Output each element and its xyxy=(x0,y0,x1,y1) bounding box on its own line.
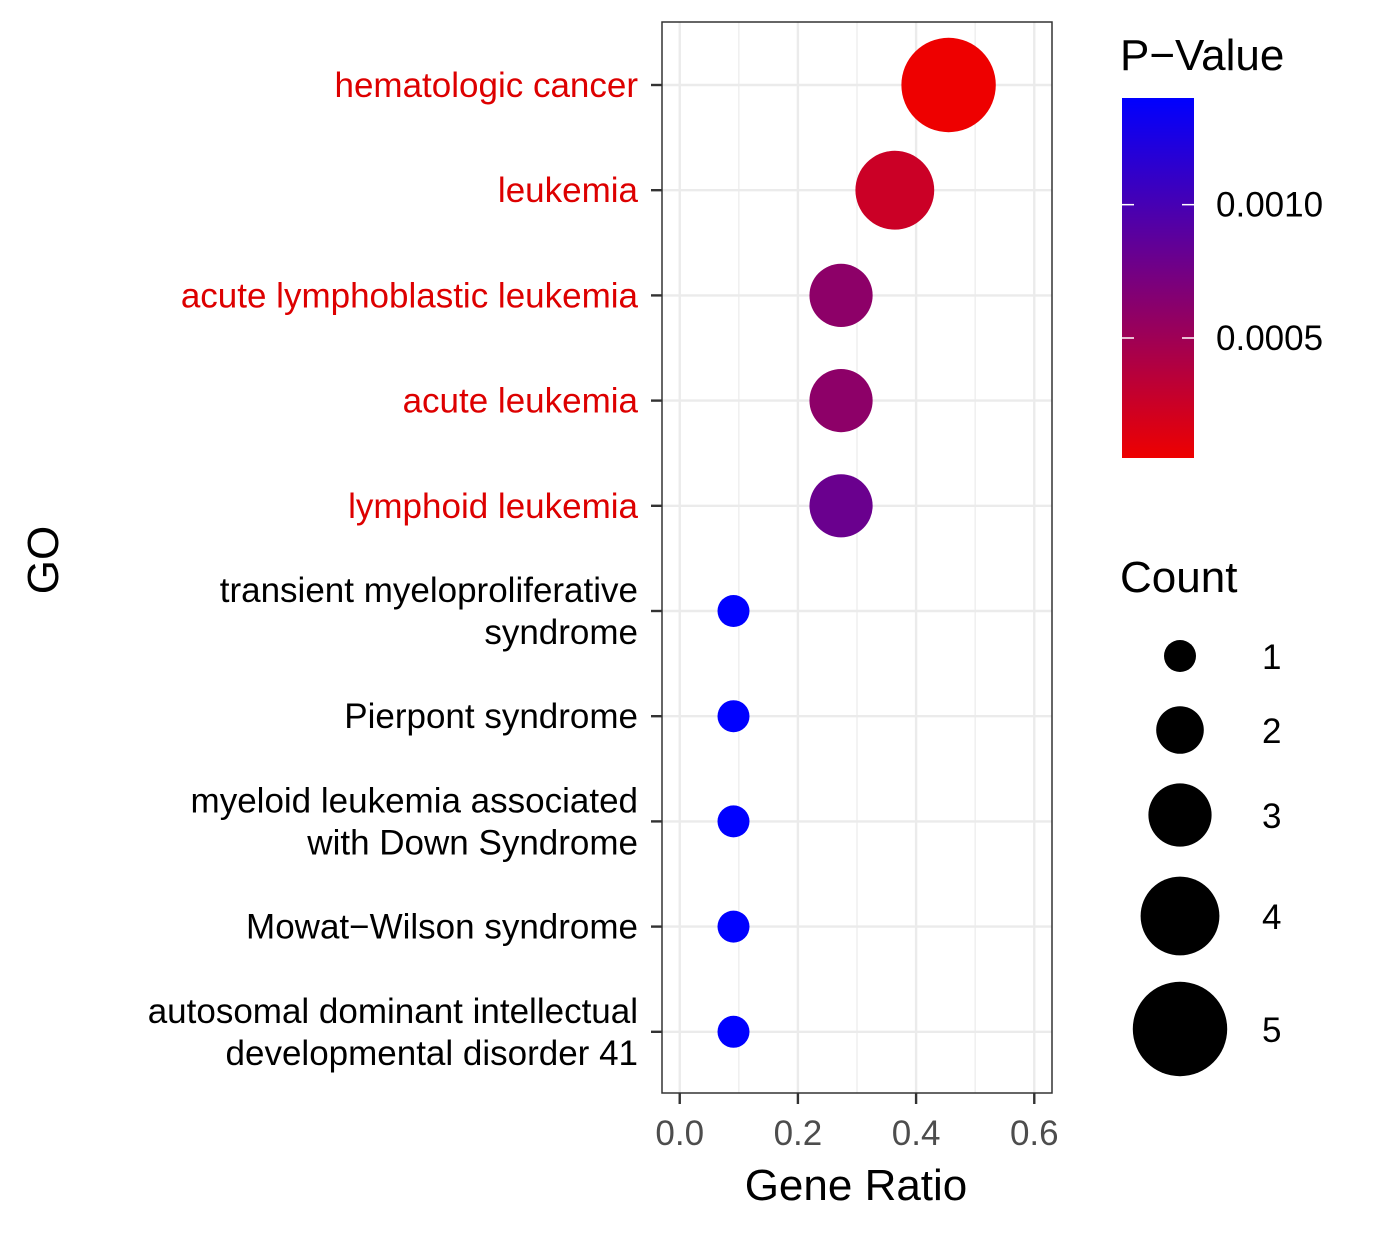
data-point xyxy=(809,263,873,327)
x-axis: 0.0 0.2 0.4 0.6 xyxy=(655,1093,1059,1153)
y-tick-label: syndrome xyxy=(484,613,638,652)
count-legend-title: Count xyxy=(1120,553,1237,602)
count-legend-label: 5 xyxy=(1262,1011,1281,1050)
y-tick-label: Pierpont syndrome xyxy=(344,697,638,736)
count-legend: Count 1 2 3 4 5 xyxy=(1120,553,1281,1077)
data-point xyxy=(717,1015,750,1048)
pvalue-legend-title: P−Value xyxy=(1120,31,1284,80)
count-legend-keys: 1 2 3 4 5 xyxy=(1132,638,1281,1077)
count-legend-key xyxy=(1132,981,1228,1077)
x-tick-label: 0.4 xyxy=(892,1114,941,1153)
data-point xyxy=(717,910,750,943)
count-legend-key xyxy=(1156,706,1204,754)
pvalue-colorbar xyxy=(1122,98,1194,458)
colorbar-tick-label: 0.0010 xyxy=(1216,186,1323,225)
x-tick-label: 0.6 xyxy=(1010,1114,1059,1153)
count-legend-key xyxy=(1140,876,1220,956)
y-tick-label: with Down Syndrome xyxy=(306,823,638,862)
y-tick-label: acute lymphoblastic leukemia xyxy=(181,276,639,315)
count-legend-key xyxy=(1164,640,1196,672)
colorbar-tick-label: 0.0005 xyxy=(1216,319,1323,358)
x-tick-label: 0.0 xyxy=(655,1114,704,1153)
pvalue-legend: P−Value 0.0005 0.0010 xyxy=(1120,31,1323,458)
count-legend-label: 2 xyxy=(1262,712,1281,751)
y-tick-label: transient myeloproliferative xyxy=(220,571,638,610)
y-tick-label: myeloid leukemia associated xyxy=(191,781,638,820)
data-point xyxy=(809,369,873,433)
data-point xyxy=(717,805,750,838)
x-axis-label: Gene Ratio xyxy=(745,1161,968,1210)
y-axis-label: GO xyxy=(19,526,68,594)
data-points xyxy=(717,37,996,1048)
data-point xyxy=(717,700,750,733)
data-point xyxy=(901,37,996,133)
count-legend-label: 4 xyxy=(1262,898,1281,937)
data-point xyxy=(717,595,750,627)
data-point xyxy=(855,150,935,230)
y-axis: hematologic cancer leukemia acute lymphobl… xyxy=(148,66,662,1073)
plot-panel-border xyxy=(661,21,1053,1094)
data-point xyxy=(809,474,873,538)
y-tick-label: autosomal dominant intellectual xyxy=(148,992,638,1031)
y-tick-label: hematologic cancer xyxy=(335,66,639,105)
count-legend-key xyxy=(1148,783,1212,847)
y-tick-label: lymphoid leukemia xyxy=(348,487,638,526)
y-tick-label: developmental disorder 41 xyxy=(226,1034,638,1073)
y-tick-label: Mowat−Wilson syndrome xyxy=(246,908,638,947)
y-tick-label: acute leukemia xyxy=(403,382,639,421)
x-tick-label: 0.2 xyxy=(774,1114,823,1153)
count-legend-label: 3 xyxy=(1262,797,1281,836)
pvalue-colorbar-ticks: 0.0005 0.0010 xyxy=(1122,186,1323,358)
y-tick-label: leukemia xyxy=(498,171,639,210)
count-legend-label: 1 xyxy=(1262,638,1281,677)
